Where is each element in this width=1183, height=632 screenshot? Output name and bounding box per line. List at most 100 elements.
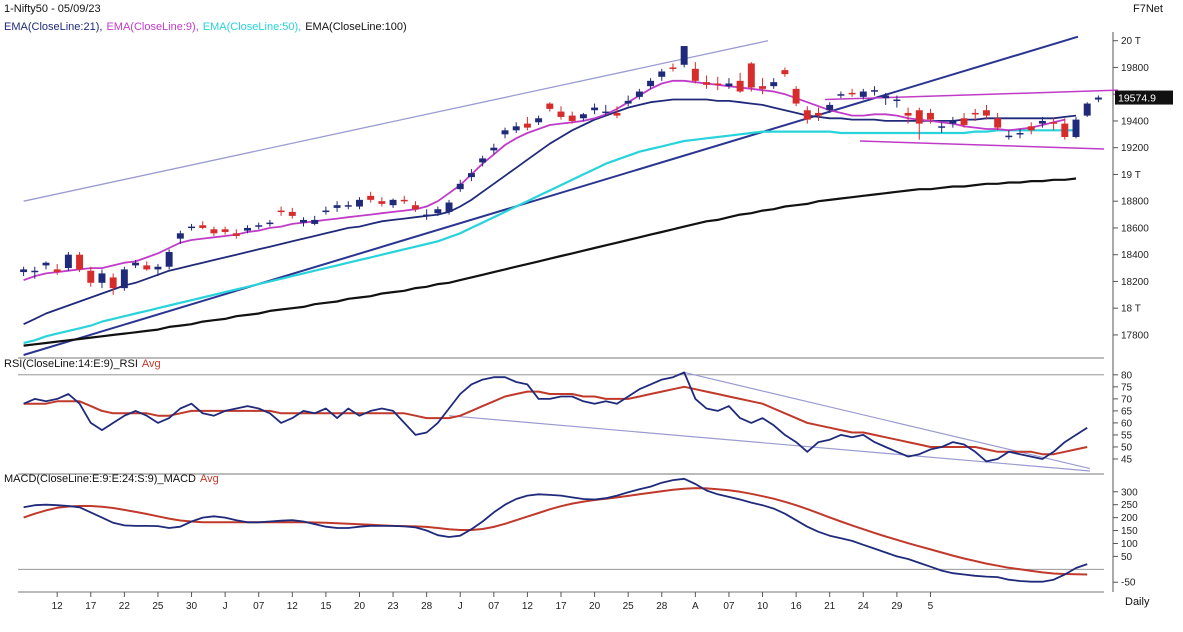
x-tick-label: 25 — [152, 601, 164, 612]
symbol-date-label: 1-Nifty50 - 05/09/23 — [4, 3, 101, 15]
candle-body — [747, 63, 755, 88]
x-tick-label: 24 — [858, 601, 870, 612]
candle-body — [546, 103, 554, 109]
candle-body — [199, 225, 207, 228]
candle-body — [434, 209, 442, 214]
candle — [747, 62, 755, 92]
candle-body — [76, 254, 84, 270]
candle-body — [591, 107, 599, 111]
candle-body — [120, 269, 128, 289]
candle-body — [154, 266, 162, 270]
candle-body — [658, 71, 666, 77]
ema9-line — [23, 79, 1066, 281]
candle-body — [288, 211, 296, 216]
candle-body — [53, 269, 61, 273]
candle — [389, 198, 397, 208]
price-y-tick-label: 18800 — [1121, 197, 1149, 208]
candle-body — [792, 88, 800, 104]
candle-body — [176, 233, 184, 239]
candle-body — [960, 118, 968, 125]
candle-body — [333, 205, 341, 208]
period-label: Daily — [1125, 596, 1150, 608]
x-tick-label: 07 — [253, 601, 265, 612]
macd-y-tick-label: 100 — [1121, 539, 1138, 550]
candle-body — [815, 112, 822, 116]
ema21-line — [23, 98, 1077, 326]
candle-body — [232, 233, 240, 236]
candle-body — [1083, 103, 1091, 116]
candle — [31, 266, 39, 279]
candle-body — [87, 270, 95, 283]
candle-body — [445, 202, 453, 212]
candle — [367, 191, 375, 203]
candle — [356, 197, 363, 210]
price-y-tick-label: 19 T — [1121, 170, 1141, 181]
candle — [311, 215, 319, 226]
candle — [221, 226, 229, 235]
candle-body — [736, 80, 744, 92]
candle — [669, 63, 677, 72]
macd-y-tick-label: 250 — [1121, 500, 1138, 511]
candle — [736, 72, 744, 93]
rsi-y-tick-label: 55 — [1121, 430, 1133, 441]
x-tick-label: 20 — [354, 601, 366, 612]
candle — [445, 199, 453, 215]
x-tick-label: 22 — [119, 601, 131, 612]
price-y-tick-label: 20 T — [1121, 36, 1141, 47]
candle-body — [579, 114, 587, 119]
candle — [109, 273, 117, 295]
macd-y-tick-label: 150 — [1121, 526, 1138, 537]
candle-body — [132, 262, 140, 266]
rsi-y-tick-label: 65 — [1121, 406, 1133, 417]
candle — [154, 264, 162, 277]
candle-body — [568, 115, 576, 121]
candle-body — [1094, 97, 1102, 100]
candle — [624, 95, 632, 107]
price-y-tick-label: 19400 — [1121, 116, 1149, 127]
candle — [535, 115, 543, 125]
x-tick-label: 07 — [488, 601, 500, 612]
candle-body — [725, 83, 733, 87]
price-y-tick-label: 18200 — [1121, 277, 1149, 288]
candle — [53, 264, 61, 275]
candle — [165, 249, 173, 270]
candle — [1061, 118, 1069, 140]
candle-body — [714, 83, 722, 85]
candle-body — [893, 99, 901, 102]
x-tick-label: 28 — [421, 601, 433, 612]
candle-body — [1050, 122, 1058, 124]
candle-body — [557, 111, 565, 117]
candle-body — [613, 112, 621, 116]
candle — [792, 86, 800, 107]
candle — [199, 221, 207, 230]
rsi-y-tick-label: 60 — [1121, 418, 1133, 429]
candle — [378, 197, 386, 207]
consolidation-lower-line — [859, 140, 1105, 150]
candle-body — [255, 225, 263, 227]
x-tick-label: J — [458, 601, 463, 612]
price-y-tick-label: 18 T — [1121, 304, 1141, 315]
candle — [255, 222, 263, 230]
candle-body — [20, 269, 28, 273]
candle-body — [691, 68, 699, 81]
candle — [456, 179, 464, 192]
candle — [904, 107, 912, 124]
candle — [288, 207, 296, 219]
candle — [658, 68, 666, 81]
macd-line — [23, 477, 1088, 583]
candle — [333, 201, 341, 212]
ema50-line — [23, 129, 1076, 345]
macd-y-tick-label: -50 — [1121, 578, 1136, 589]
candle-body — [949, 120, 957, 124]
candle-body — [188, 226, 196, 229]
candle-body — [423, 214, 431, 217]
candle-body — [647, 80, 655, 87]
candle — [132, 260, 140, 269]
candle-body — [882, 95, 890, 99]
candle — [815, 107, 822, 121]
x-tick-label: 25 — [623, 601, 635, 612]
candle — [1027, 122, 1035, 135]
candle — [714, 76, 722, 91]
candle — [859, 88, 867, 100]
candle — [501, 127, 509, 139]
